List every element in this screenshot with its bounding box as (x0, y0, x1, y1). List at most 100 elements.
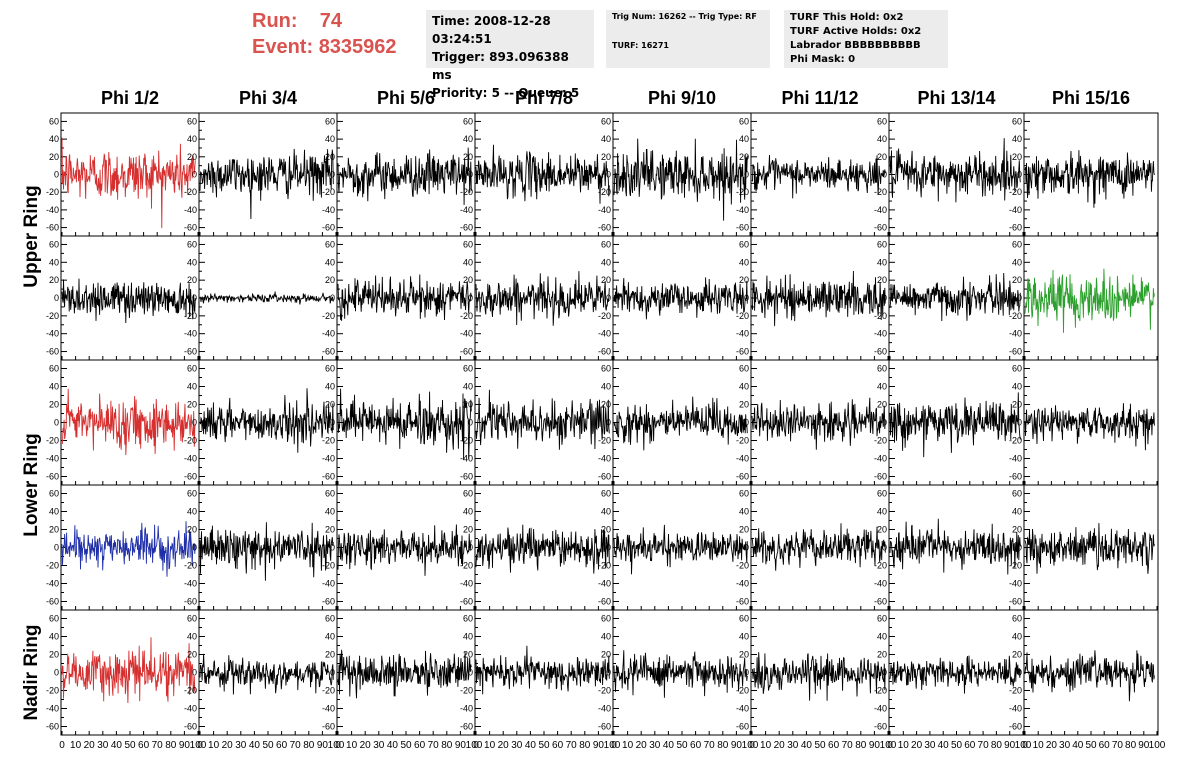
waveform-trace (199, 653, 334, 695)
x-tick-label: 20 (360, 740, 372, 751)
x-tick-label: 70 (1112, 740, 1124, 751)
waveform-trace (337, 524, 472, 576)
x-tick-label: 60 (414, 740, 426, 751)
event-line: Event: 8335962 (252, 34, 397, 60)
x-tick-label: 0 (59, 740, 65, 751)
labrador-text: Labrador BBBBBBBBBB (790, 40, 921, 51)
y-tick-label: -20 (460, 561, 473, 571)
y-tick-label: 60 (1012, 489, 1022, 499)
x-tick-label: 50 (262, 740, 274, 751)
y-tick-label: -40 (1009, 205, 1022, 215)
x-tick-label: 0 (749, 740, 755, 751)
y-tick-label: -40 (460, 454, 473, 464)
waveform-trace (199, 388, 334, 453)
y-tick-label: -60 (1009, 472, 1022, 482)
waveform-trace (1024, 523, 1155, 574)
y-tick-label: -40 (46, 454, 59, 464)
x-tick-label: 90 (1138, 740, 1150, 751)
time-info-box: Time: 2008-12-28 03:24:51 Trigger: 893.0… (426, 10, 594, 100)
y-tick-label: 40 (877, 632, 887, 642)
y-tick-label: -20 (460, 311, 473, 321)
y-tick-label: -20 (460, 686, 473, 696)
y-tick-label: -60 (874, 347, 887, 357)
y-tick-label: -40 (46, 579, 59, 589)
y-tick-label: 20 (601, 650, 611, 660)
x-tick-label: 70 (704, 740, 716, 751)
y-tick-label: -40 (598, 205, 611, 215)
y-tick-label: 60 (49, 364, 59, 374)
waveform-trace (61, 521, 196, 577)
y-tick-label: 20 (463, 650, 473, 660)
y-tick-label: -20 (184, 561, 197, 571)
y-tick-label: 60 (877, 614, 887, 624)
y-tick-label: 0 (192, 293, 197, 303)
y-tick-label: 60 (325, 614, 335, 624)
x-tick-label: 50 (676, 740, 688, 751)
y-tick-label: -60 (322, 597, 335, 607)
x-tick-label: 100 (328, 740, 345, 751)
x-tick-label: 40 (801, 740, 813, 751)
y-tick-label: -20 (1009, 436, 1022, 446)
x-tick-label: 50 (951, 740, 963, 751)
waveform-trace (613, 277, 748, 320)
waveform-trace (199, 291, 334, 305)
y-tick-label: 40 (739, 507, 749, 517)
x-tick-label: 20 (636, 740, 648, 751)
y-tick-label: -20 (1009, 187, 1022, 197)
y-tick-label: 0 (54, 543, 59, 553)
y-tick-label: 60 (739, 614, 749, 624)
y-tick-label: -20 (736, 187, 749, 197)
y-tick-label: 60 (49, 239, 59, 249)
y-tick-label: -60 (322, 347, 335, 357)
y-tick-label: -20 (322, 686, 335, 696)
x-tick-label: 80 (855, 740, 867, 751)
y-tick-label: 60 (739, 489, 749, 499)
waveform-trace (61, 278, 196, 324)
waveform-trace (751, 397, 886, 450)
y-tick-label: -60 (598, 597, 611, 607)
y-tick-label: -60 (184, 472, 197, 482)
x-tick-label: 90 (731, 740, 743, 751)
y-tick-label: -60 (184, 223, 197, 233)
y-tick-label: -20 (598, 561, 611, 571)
y-tick-label: 20 (1012, 650, 1022, 660)
y-tick-label: -40 (322, 205, 335, 215)
y-tick-label: 0 (1017, 543, 1022, 553)
y-tick-label: -60 (322, 722, 335, 732)
x-tick-label: 70 (842, 740, 854, 751)
y-tick-label: -20 (736, 436, 749, 446)
y-tick-label: 40 (463, 507, 473, 517)
waveform-trace (751, 652, 886, 701)
x-tick-label: 20 (911, 740, 923, 751)
y-tick-label: 20 (877, 400, 887, 410)
y-tick-label: 60 (601, 116, 611, 126)
ring-label: Upper Ring (21, 185, 42, 287)
y-tick-label: -20 (46, 686, 59, 696)
event-value: 8335962 (318, 36, 397, 58)
y-tick-label: -20 (736, 686, 749, 696)
y-tick-label: 20 (187, 275, 197, 285)
x-tick-label: 0 (1022, 740, 1028, 751)
y-tick-label: -40 (736, 205, 749, 215)
y-tick-label: -40 (46, 205, 59, 215)
trig-num-text: Trig Num: 16262 -- Trig Type: RF (612, 12, 757, 21)
y-tick-label: 20 (739, 650, 749, 660)
y-tick-label: 60 (463, 614, 473, 624)
y-tick-label: -60 (460, 347, 473, 357)
y-tick-label: 40 (187, 257, 197, 267)
column-header: Phi 13/14 (917, 88, 995, 108)
y-tick-label: 60 (739, 364, 749, 374)
y-tick-label: 0 (606, 668, 611, 678)
x-tick-label: 70 (428, 740, 440, 751)
x-tick-label: 40 (663, 740, 675, 751)
x-tick-label: 100 (1015, 740, 1032, 751)
y-tick-label: 60 (1012, 364, 1022, 374)
x-tick-label: 80 (303, 740, 315, 751)
y-tick-label: 40 (601, 134, 611, 144)
waveform-trace (613, 138, 748, 221)
y-tick-label: 0 (192, 418, 197, 428)
panel-frame (1023, 235, 1159, 361)
y-tick-label: 40 (1012, 134, 1022, 144)
y-tick-label: 60 (187, 239, 197, 249)
y-tick-label: -40 (598, 329, 611, 339)
